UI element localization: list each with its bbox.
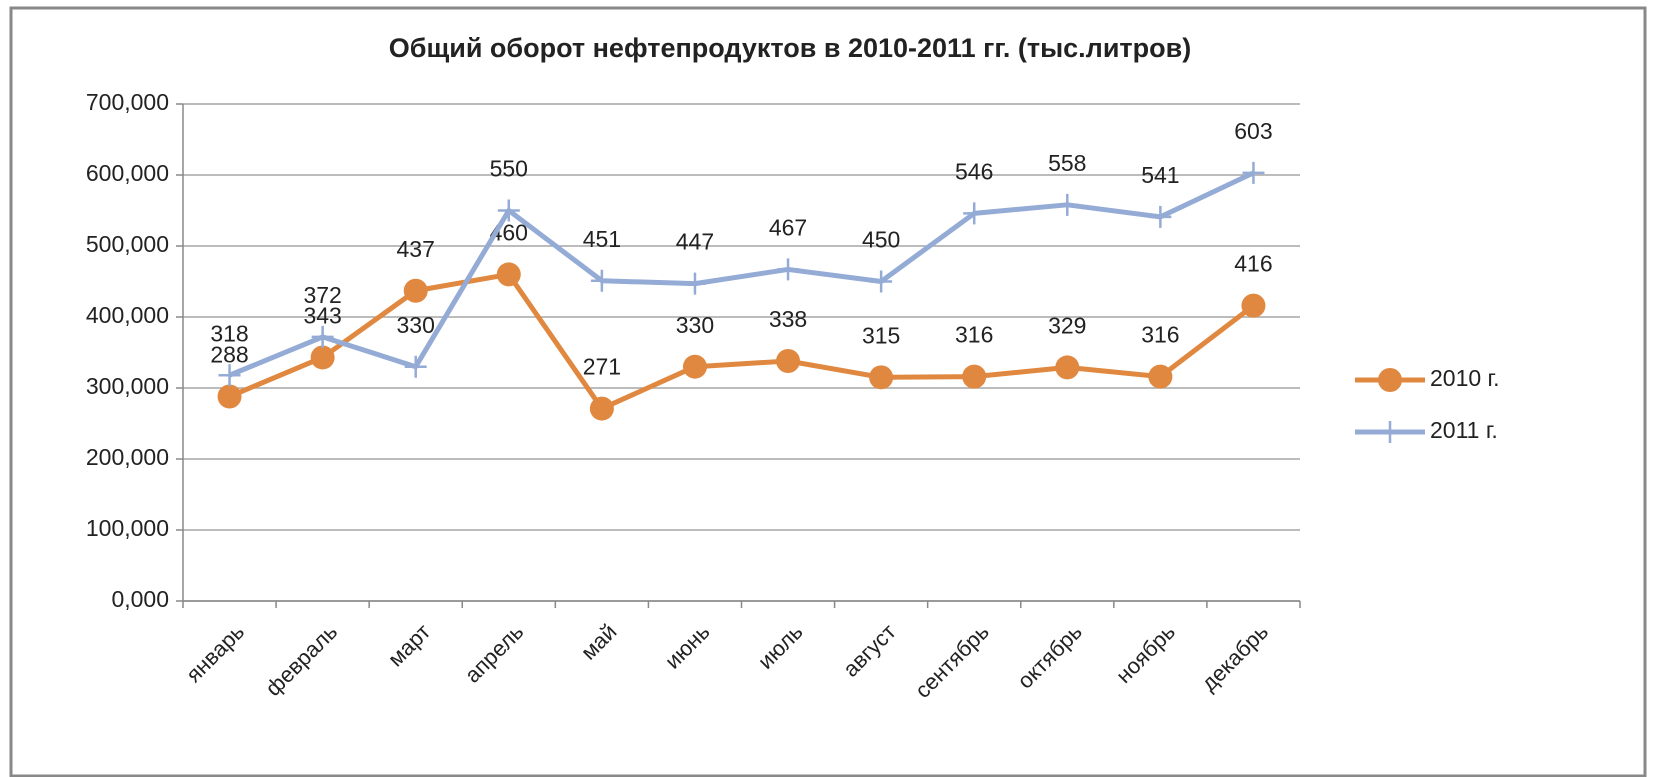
series-line bbox=[228, 271, 1255, 412]
y-tick-label: 500,000 bbox=[86, 231, 169, 257]
data-label: 451 bbox=[583, 226, 621, 252]
point-marker bbox=[1241, 293, 1266, 318]
y-tick-label: 400,000 bbox=[86, 302, 169, 328]
point-marker bbox=[869, 365, 894, 390]
data-label: 338 bbox=[769, 306, 807, 332]
point-marker bbox=[496, 262, 521, 287]
point-marker bbox=[1149, 205, 1172, 228]
point-marker bbox=[1378, 368, 1402, 392]
point-marker bbox=[1242, 161, 1265, 184]
data-label: 318 bbox=[210, 320, 248, 346]
data-label: 450 bbox=[862, 227, 900, 253]
y-tick-label: 0,000 bbox=[111, 586, 169, 612]
data-label: 316 bbox=[1141, 322, 1179, 348]
data-label: 447 bbox=[676, 229, 714, 255]
point-marker bbox=[776, 349, 801, 374]
data-label: 343 bbox=[303, 303, 341, 329]
data-label: 437 bbox=[397, 236, 435, 262]
data-label: 541 bbox=[1141, 162, 1179, 188]
point-marker bbox=[777, 258, 800, 281]
point-marker bbox=[497, 199, 520, 222]
y-tick-label: 300,000 bbox=[86, 373, 169, 399]
data-label: 546 bbox=[955, 158, 993, 184]
chart-frame bbox=[9, 6, 1647, 777]
point-marker bbox=[963, 202, 986, 225]
point-marker bbox=[1055, 355, 1080, 380]
data-label: 416 bbox=[1234, 251, 1272, 277]
data-label: 315 bbox=[862, 322, 900, 348]
data-label: 467 bbox=[769, 215, 807, 241]
data-label: 603 bbox=[1234, 118, 1272, 144]
point-marker bbox=[870, 270, 893, 293]
point-marker bbox=[403, 278, 428, 303]
point-marker bbox=[589, 396, 614, 421]
point-marker bbox=[404, 355, 427, 378]
data-label: 550 bbox=[490, 156, 528, 182]
point-marker bbox=[1148, 364, 1173, 389]
y-tick-label: 100,000 bbox=[86, 515, 169, 541]
point-marker bbox=[1379, 421, 1401, 443]
data-label: 271 bbox=[583, 354, 621, 380]
series-line bbox=[228, 170, 1255, 378]
y-tick-label: 700,000 bbox=[86, 89, 169, 115]
point-marker bbox=[683, 272, 706, 295]
point-marker bbox=[962, 364, 987, 389]
data-label: 558 bbox=[1048, 150, 1086, 176]
data-label: 330 bbox=[676, 312, 714, 338]
point-marker bbox=[310, 345, 335, 370]
point-marker bbox=[217, 384, 242, 409]
data-label: 330 bbox=[397, 312, 435, 338]
y-tick-label: 200,000 bbox=[86, 444, 169, 470]
legend-label: 2010 г. bbox=[1430, 365, 1500, 391]
point-marker bbox=[590, 269, 613, 292]
point-marker bbox=[311, 325, 334, 348]
chart-title: Общий оборот нефтепродуктов в 2010-2011 … bbox=[389, 33, 1191, 63]
data-label: 316 bbox=[955, 322, 993, 348]
point-marker bbox=[1056, 193, 1079, 216]
y-tick-label: 600,000 bbox=[86, 160, 169, 186]
point-marker bbox=[682, 354, 707, 379]
data-label: 372 bbox=[303, 282, 341, 308]
point-marker bbox=[218, 364, 241, 387]
legend-label: 2011 г. bbox=[1430, 417, 1498, 443]
data-label: 288 bbox=[210, 342, 248, 368]
data-label: 329 bbox=[1048, 312, 1086, 338]
